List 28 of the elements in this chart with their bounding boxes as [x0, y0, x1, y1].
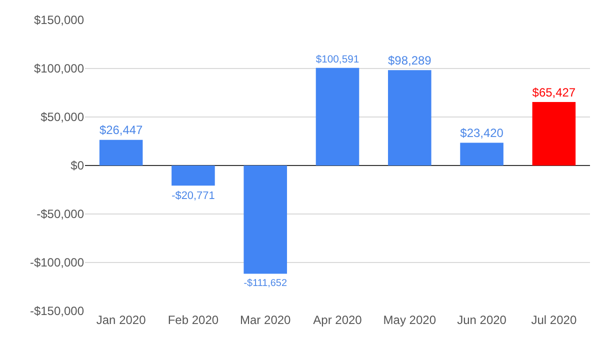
data-label: -$111,652 [244, 278, 288, 289]
y-tick-label: -$150,000 [30, 304, 84, 318]
y-tick-label: -$50,000 [36, 207, 84, 222]
bar [172, 166, 215, 186]
y-tick-label: $50,000 [40, 110, 84, 124]
data-label: $65,427 [532, 85, 576, 100]
x-tick-label: Jun 2020 [457, 313, 507, 327]
bar [532, 102, 576, 166]
bar [244, 166, 287, 274]
data-label: $23,420 [460, 126, 504, 140]
data-label: $100,591 [316, 54, 360, 66]
x-tick-label: Mar 2020 [240, 313, 292, 327]
x-tick-label: Jan 2020 [96, 313, 146, 327]
x-tick-label: Apr 2020 [313, 313, 362, 327]
bar [99, 140, 143, 166]
y-tick-label: -$100,000 [30, 256, 84, 270]
data-label: $26,447 [99, 123, 144, 138]
data-label: $98,289 [388, 53, 432, 68]
data-label: -$20,771 [172, 190, 215, 202]
y-tick-label: $100,000 [34, 62, 84, 76]
y-tick-label: $0 [70, 158, 84, 173]
x-tick-label: Jul 2020 [531, 313, 577, 327]
bar [460, 142, 504, 166]
y-tick-label: $150,000 [34, 13, 84, 28]
x-tick-label: Feb 2020 [168, 313, 219, 327]
bar [388, 70, 432, 166]
x-tick-label: May 2020 [383, 313, 436, 327]
bar [316, 68, 360, 166]
